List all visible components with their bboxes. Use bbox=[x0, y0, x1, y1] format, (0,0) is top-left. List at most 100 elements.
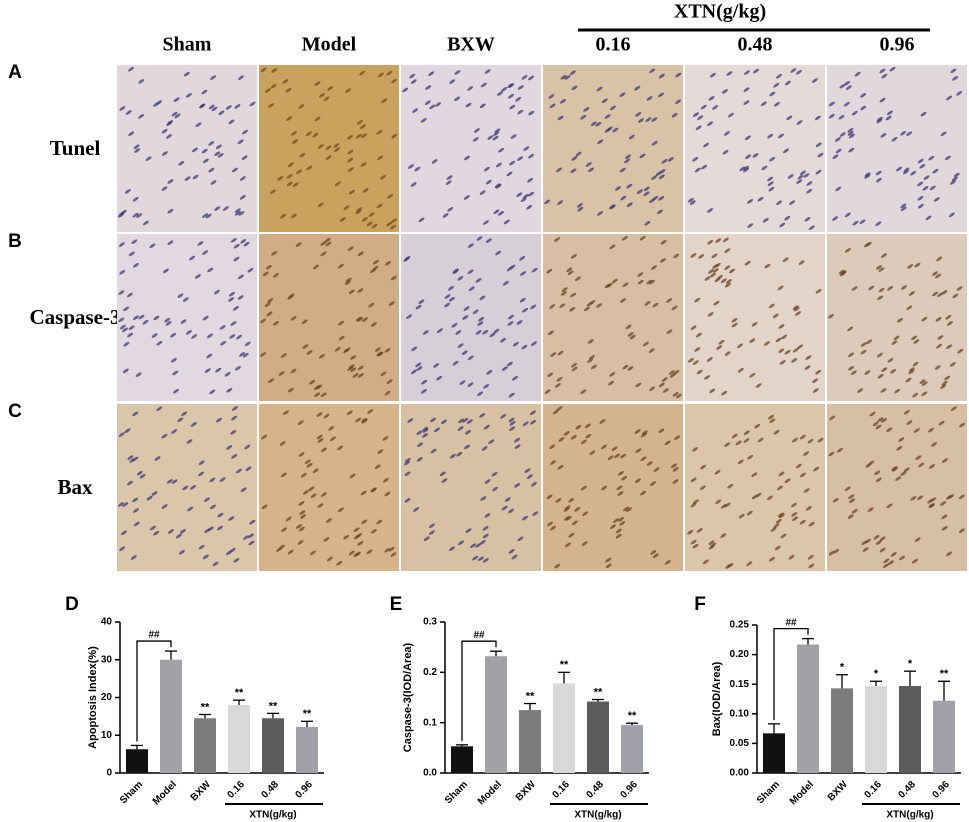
nucleus bbox=[323, 96, 330, 102]
nucleus bbox=[127, 332, 134, 338]
nucleus bbox=[377, 351, 384, 357]
comparison-label: ## bbox=[148, 630, 160, 641]
micrograph-bg bbox=[827, 234, 967, 401]
micrograph bbox=[685, 234, 825, 401]
nucleus bbox=[643, 191, 650, 197]
nucleus bbox=[320, 251, 327, 257]
nucleus bbox=[912, 361, 919, 367]
nucleus bbox=[479, 103, 486, 109]
nucleus bbox=[606, 126, 613, 132]
nucleus bbox=[286, 116, 293, 121]
nucleus bbox=[901, 285, 907, 290]
nucleus bbox=[639, 153, 646, 159]
nucleus bbox=[290, 213, 297, 219]
nucleus bbox=[900, 206, 907, 212]
nucleus bbox=[334, 346, 341, 352]
row-label: Tunel bbox=[50, 136, 101, 160]
nucleus bbox=[495, 162, 502, 168]
nucleus bbox=[359, 70, 366, 76]
nucleus bbox=[127, 455, 134, 460]
nucleus bbox=[208, 141, 215, 146]
nucleus bbox=[588, 167, 594, 173]
nucleus bbox=[620, 195, 627, 201]
nucleus bbox=[357, 540, 364, 546]
nucleus bbox=[480, 82, 487, 88]
nucleus bbox=[658, 382, 665, 388]
nucleus bbox=[711, 253, 718, 259]
nucleus bbox=[493, 328, 500, 334]
nucleus bbox=[557, 115, 564, 121]
nucleus bbox=[517, 109, 524, 115]
nucleus bbox=[388, 546, 395, 552]
nucleus bbox=[640, 490, 647, 496]
nucleus bbox=[716, 345, 723, 350]
nucleus bbox=[726, 71, 733, 76]
nucleus bbox=[624, 158, 631, 164]
nucleus bbox=[171, 479, 178, 484]
nucleus bbox=[347, 134, 354, 140]
nucleus bbox=[875, 177, 882, 183]
nucleus bbox=[649, 198, 656, 204]
nucleus bbox=[522, 515, 528, 521]
significance-label: ** bbox=[235, 687, 244, 699]
nucleus bbox=[557, 350, 564, 356]
nucleus bbox=[956, 91, 963, 96]
nucleus bbox=[799, 519, 806, 525]
nucleus bbox=[657, 209, 663, 215]
nucleus bbox=[869, 411, 876, 417]
nucleus bbox=[156, 340, 163, 346]
nucleus bbox=[672, 479, 679, 484]
nucleus bbox=[177, 417, 184, 423]
nucleus bbox=[664, 440, 671, 446]
nucleus bbox=[511, 375, 518, 381]
nucleus bbox=[466, 419, 473, 424]
nucleus bbox=[737, 459, 744, 465]
nucleus bbox=[952, 76, 959, 81]
nucleus bbox=[570, 292, 577, 298]
nucleus bbox=[864, 538, 871, 544]
nucleus bbox=[776, 200, 783, 206]
nucleus bbox=[238, 274, 244, 280]
micrograph bbox=[401, 65, 541, 232]
x-tick-label: BXW bbox=[514, 779, 539, 804]
nucleus bbox=[298, 452, 305, 457]
nucleus bbox=[122, 368, 129, 374]
nucleus bbox=[465, 102, 472, 108]
nucleus bbox=[206, 353, 213, 359]
nucleus bbox=[651, 140, 658, 146]
nucleus bbox=[514, 483, 521, 488]
nucleus bbox=[226, 387, 233, 393]
nucleus bbox=[873, 534, 880, 540]
y-tick-label: 40 bbox=[101, 617, 113, 628]
nucleus bbox=[951, 176, 958, 182]
nucleus bbox=[404, 457, 411, 463]
nucleus bbox=[585, 433, 592, 439]
panel-letter: A bbox=[8, 62, 22, 83]
y-tick-label: 0.20 bbox=[730, 649, 750, 660]
nucleus bbox=[526, 204, 533, 210]
micrograph-bg bbox=[685, 404, 825, 571]
nucleus bbox=[921, 316, 928, 322]
nucleus bbox=[625, 154, 632, 160]
nucleus bbox=[215, 144, 222, 150]
nucleus bbox=[132, 315, 139, 321]
nucleus bbox=[265, 264, 272, 270]
nucleus bbox=[896, 166, 903, 172]
nucleus bbox=[166, 134, 173, 139]
nucleus bbox=[343, 534, 350, 540]
nucleus bbox=[348, 550, 355, 556]
nucleus bbox=[738, 513, 745, 519]
nucleus bbox=[556, 167, 563, 173]
nucleus bbox=[178, 160, 185, 166]
nucleus bbox=[692, 112, 699, 117]
nucleus bbox=[366, 549, 373, 555]
nucleus bbox=[558, 437, 565, 442]
nucleus bbox=[222, 206, 229, 211]
nucleus bbox=[625, 507, 632, 512]
nucleus bbox=[565, 542, 571, 548]
nucleus bbox=[422, 433, 429, 438]
significance-label: ** bbox=[269, 700, 278, 712]
nucleus bbox=[768, 303, 775, 309]
nucleus bbox=[191, 334, 198, 339]
nucleus bbox=[447, 207, 454, 212]
